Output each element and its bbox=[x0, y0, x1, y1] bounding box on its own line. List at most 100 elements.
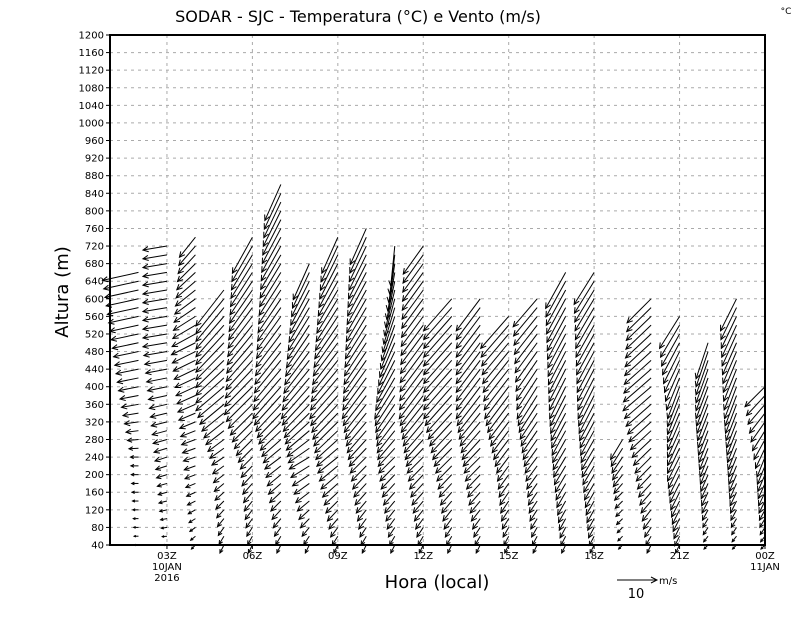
wind-vector-shaft bbox=[399, 351, 424, 383]
wind-vector bbox=[580, 430, 595, 457]
wind-vector bbox=[348, 263, 367, 300]
wind-vector bbox=[422, 324, 453, 359]
wind-vector-shaft bbox=[259, 272, 282, 307]
wind-vector-shaft bbox=[195, 351, 225, 381]
wind-vector-shaft bbox=[387, 527, 396, 538]
wind-vector bbox=[662, 342, 681, 376]
wind-vector-shaft bbox=[400, 333, 424, 365]
wind-vector-head bbox=[172, 366, 180, 372]
plot-frame bbox=[109, 34, 766, 546]
wind-vector bbox=[610, 448, 624, 468]
wind-vector-shaft bbox=[660, 324, 680, 358]
wind-vector bbox=[111, 342, 139, 351]
wind-vector-shaft bbox=[501, 509, 510, 522]
wind-vector bbox=[721, 342, 737, 376]
wind-vector-head bbox=[695, 419, 702, 428]
wind-vector-head bbox=[422, 351, 430, 359]
wind-vector-head bbox=[422, 395, 430, 403]
wind-vector bbox=[342, 377, 367, 412]
wind-vector-head bbox=[757, 492, 764, 500]
wind-vector-head bbox=[437, 483, 444, 490]
wind-vector-shaft bbox=[575, 316, 595, 349]
wind-vector bbox=[754, 448, 766, 470]
wind-vector bbox=[585, 500, 595, 517]
wind-vector bbox=[401, 272, 424, 303]
wind-vector-shaft bbox=[514, 342, 538, 374]
wind-vector-head bbox=[141, 316, 149, 323]
wind-vector-head bbox=[636, 483, 644, 490]
wind-vector bbox=[522, 439, 538, 461]
wind-vector-head bbox=[276, 548, 281, 555]
wind-vector bbox=[296, 500, 310, 512]
wind-vector-shaft bbox=[203, 421, 225, 439]
wind-vector-shaft bbox=[546, 316, 567, 352]
wind-vector bbox=[645, 535, 652, 546]
wind-vector-shaft bbox=[518, 404, 538, 433]
wind-vector-head bbox=[546, 336, 553, 344]
wind-vector-head bbox=[613, 495, 620, 502]
wind-vector bbox=[547, 351, 567, 386]
wind-vector-shaft bbox=[423, 307, 453, 340]
wind-vector bbox=[694, 351, 709, 388]
wind-vector-shaft bbox=[142, 324, 168, 330]
x-tick-label: 12Z bbox=[413, 551, 433, 562]
wind-vector-head bbox=[516, 412, 523, 420]
wind-vector-head bbox=[109, 335, 118, 342]
wind-vector bbox=[574, 289, 595, 323]
y-tick-label: 280 bbox=[85, 435, 104, 446]
wind-vector-shaft bbox=[150, 412, 168, 418]
wind-vector-shaft bbox=[549, 395, 567, 427]
wind-vector bbox=[333, 544, 339, 555]
wind-vector-head bbox=[422, 377, 430, 385]
wind-vector-head bbox=[358, 523, 365, 530]
wind-vector-head bbox=[702, 522, 707, 529]
wind-vector-shaft bbox=[455, 368, 481, 402]
wind-vector bbox=[524, 456, 538, 474]
wind-vector-shaft bbox=[384, 298, 396, 336]
wind-vector-shaft bbox=[399, 377, 424, 410]
wind-vector bbox=[252, 377, 282, 411]
wind-vector-shaft bbox=[729, 483, 737, 499]
wind-vector-head bbox=[666, 459, 673, 467]
wind-vector-shaft bbox=[181, 439, 196, 446]
wind-vector-shaft bbox=[383, 307, 396, 345]
y-tick-label: 400 bbox=[85, 382, 104, 393]
wind-vector bbox=[141, 324, 168, 332]
wind-vector bbox=[141, 254, 168, 261]
wind-vector-head bbox=[699, 478, 706, 486]
wind-vector-head bbox=[195, 389, 202, 397]
wind-vector-shaft bbox=[418, 544, 424, 554]
wind-vector bbox=[195, 377, 225, 404]
wind-vector bbox=[316, 298, 339, 335]
wind-vector-head bbox=[406, 467, 414, 474]
wind-vector-shaft bbox=[623, 377, 652, 403]
wind-vector bbox=[668, 474, 681, 497]
wind-vector bbox=[702, 527, 709, 536]
wind-vector-shaft bbox=[696, 404, 709, 434]
wind-vector bbox=[178, 236, 196, 259]
wind-vector bbox=[723, 395, 737, 428]
wind-vector-head bbox=[376, 439, 383, 447]
wind-vector-shaft bbox=[722, 342, 737, 375]
wind-vector-shaft bbox=[264, 456, 282, 470]
wind-vector bbox=[439, 491, 453, 506]
wind-vector bbox=[550, 412, 567, 442]
wind-vector bbox=[347, 272, 367, 309]
wind-vector bbox=[623, 359, 652, 386]
wind-vector-head bbox=[387, 531, 394, 538]
wind-vector bbox=[576, 360, 595, 394]
wind-vector bbox=[469, 500, 481, 514]
wind-vector-head bbox=[731, 530, 736, 536]
wind-vector bbox=[624, 333, 652, 359]
wind-vector bbox=[176, 403, 196, 413]
wind-vector bbox=[701, 492, 709, 507]
wind-vector-shaft bbox=[224, 386, 253, 416]
wind-vector bbox=[121, 411, 139, 418]
wind-vector bbox=[398, 386, 424, 420]
wind-vector bbox=[512, 307, 538, 337]
wind-vector-shaft bbox=[258, 280, 282, 316]
reference-unit: m/s bbox=[659, 576, 677, 587]
wind-vector-shaft bbox=[697, 421, 709, 449]
wind-vector-shaft bbox=[399, 368, 424, 401]
wind-vector-head bbox=[485, 419, 492, 427]
